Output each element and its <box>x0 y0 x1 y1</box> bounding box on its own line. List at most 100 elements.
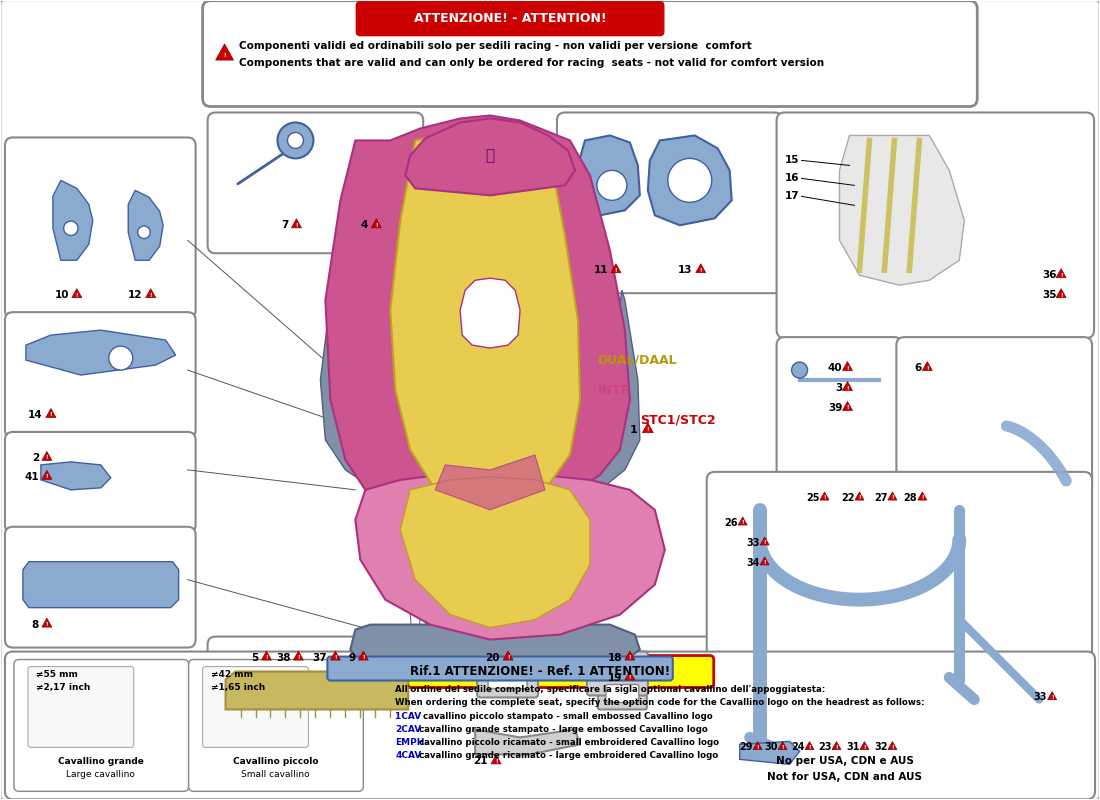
Text: !: ! <box>858 495 860 500</box>
Text: !: ! <box>891 745 893 750</box>
Text: !: ! <box>628 655 631 660</box>
Text: 39: 39 <box>828 403 843 413</box>
FancyBboxPatch shape <box>777 113 1094 338</box>
Polygon shape <box>475 730 580 754</box>
Text: 3: 3 <box>835 383 843 393</box>
Text: Small cavallino: Small cavallino <box>241 770 310 779</box>
FancyBboxPatch shape <box>557 113 782 293</box>
Text: 25: 25 <box>806 493 820 503</box>
Polygon shape <box>888 492 896 500</box>
Text: 17: 17 <box>785 191 800 202</box>
Text: !: ! <box>615 268 617 273</box>
Text: !: ! <box>763 540 766 546</box>
Text: !: ! <box>846 386 849 390</box>
Polygon shape <box>1047 692 1057 700</box>
Polygon shape <box>642 423 653 433</box>
Text: 6: 6 <box>914 363 922 373</box>
Text: !: ! <box>334 655 337 660</box>
Circle shape <box>277 122 313 158</box>
Polygon shape <box>42 451 52 460</box>
Text: 1: 1 <box>630 425 638 435</box>
Polygon shape <box>843 382 852 390</box>
FancyBboxPatch shape <box>4 312 196 438</box>
Polygon shape <box>843 402 852 410</box>
Text: 36: 36 <box>1043 270 1057 280</box>
Text: !: ! <box>295 223 298 228</box>
FancyBboxPatch shape <box>4 526 196 647</box>
Text: !: ! <box>926 366 928 370</box>
Text: cavallino piccolo ricamato - small embroidered Cavallino logo: cavallino piccolo ricamato - small embro… <box>416 738 719 747</box>
Text: 4: 4 <box>361 220 368 230</box>
Text: Not for USA, CDN and AUS: Not for USA, CDN and AUS <box>767 772 922 782</box>
Polygon shape <box>405 118 575 195</box>
FancyBboxPatch shape <box>356 2 663 36</box>
FancyBboxPatch shape <box>896 337 1092 498</box>
Polygon shape <box>46 409 56 418</box>
Polygon shape <box>72 289 81 298</box>
Text: 29: 29 <box>739 742 752 752</box>
Text: passionforclassics.com: passionforclassics.com <box>295 347 685 553</box>
Polygon shape <box>738 517 747 525</box>
Text: 33: 33 <box>746 538 760 548</box>
Text: 32: 32 <box>873 742 888 752</box>
Circle shape <box>109 346 133 370</box>
Text: 28: 28 <box>904 493 917 503</box>
Text: !: ! <box>757 745 759 750</box>
Polygon shape <box>262 651 272 660</box>
Polygon shape <box>226 671 408 710</box>
Polygon shape <box>625 671 635 680</box>
Polygon shape <box>26 330 176 375</box>
Text: 26: 26 <box>724 518 738 528</box>
Text: 18: 18 <box>607 653 621 662</box>
Polygon shape <box>754 742 762 750</box>
Text: !: ! <box>375 223 377 228</box>
Text: 35: 35 <box>1043 290 1057 300</box>
Text: EMPH:: EMPH: <box>395 738 428 747</box>
Polygon shape <box>129 190 163 260</box>
Polygon shape <box>578 135 640 215</box>
Text: !: ! <box>45 622 48 627</box>
Text: cavallino grande stampato - large embossed Cavallino logo: cavallino grande stampato - large emboss… <box>416 725 708 734</box>
Text: !: ! <box>781 745 784 750</box>
Text: 31: 31 <box>846 742 859 752</box>
Polygon shape <box>843 362 852 370</box>
Text: 8: 8 <box>32 620 39 630</box>
FancyBboxPatch shape <box>4 138 196 318</box>
Text: 30: 30 <box>764 742 778 752</box>
FancyBboxPatch shape <box>188 659 363 791</box>
Text: !: ! <box>763 560 766 566</box>
Text: When ordering the complete seat, specify the option code for the Cavallino logo : When ordering the complete seat, specify… <box>395 698 925 707</box>
Circle shape <box>370 170 382 182</box>
Text: !: ! <box>846 406 849 410</box>
Polygon shape <box>216 44 233 60</box>
Polygon shape <box>1056 289 1066 298</box>
Polygon shape <box>739 742 800 764</box>
Polygon shape <box>855 492 864 500</box>
Text: Components that are valid and can only be ordered for racing  seats - not valid : Components that are valid and can only b… <box>239 58 824 67</box>
Text: !: ! <box>45 455 48 460</box>
Polygon shape <box>350 625 640 665</box>
Polygon shape <box>390 126 580 510</box>
Text: 10: 10 <box>54 290 69 300</box>
Text: !: ! <box>864 745 866 750</box>
Text: !: ! <box>495 759 497 764</box>
Text: 16: 16 <box>785 174 800 183</box>
FancyBboxPatch shape <box>606 685 639 702</box>
Polygon shape <box>41 462 111 490</box>
Circle shape <box>597 170 627 200</box>
FancyBboxPatch shape <box>202 666 308 747</box>
Polygon shape <box>860 742 869 750</box>
Text: 1CAV :: 1CAV : <box>395 712 428 721</box>
Polygon shape <box>503 651 513 660</box>
Polygon shape <box>695 264 706 273</box>
FancyBboxPatch shape <box>328 657 673 681</box>
Text: !: ! <box>76 293 78 298</box>
Text: 23: 23 <box>818 742 832 752</box>
Polygon shape <box>145 289 156 298</box>
FancyBboxPatch shape <box>14 659 188 791</box>
Text: 11: 11 <box>593 266 608 275</box>
Polygon shape <box>888 742 896 750</box>
Polygon shape <box>923 362 933 370</box>
FancyBboxPatch shape <box>208 113 424 254</box>
Polygon shape <box>294 651 304 660</box>
